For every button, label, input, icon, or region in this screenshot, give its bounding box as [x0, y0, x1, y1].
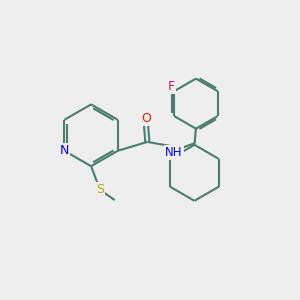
Text: S: S [96, 183, 104, 196]
Text: N: N [60, 144, 69, 157]
Text: O: O [141, 112, 151, 125]
Text: NH: NH [165, 146, 183, 159]
Text: F: F [168, 80, 175, 93]
